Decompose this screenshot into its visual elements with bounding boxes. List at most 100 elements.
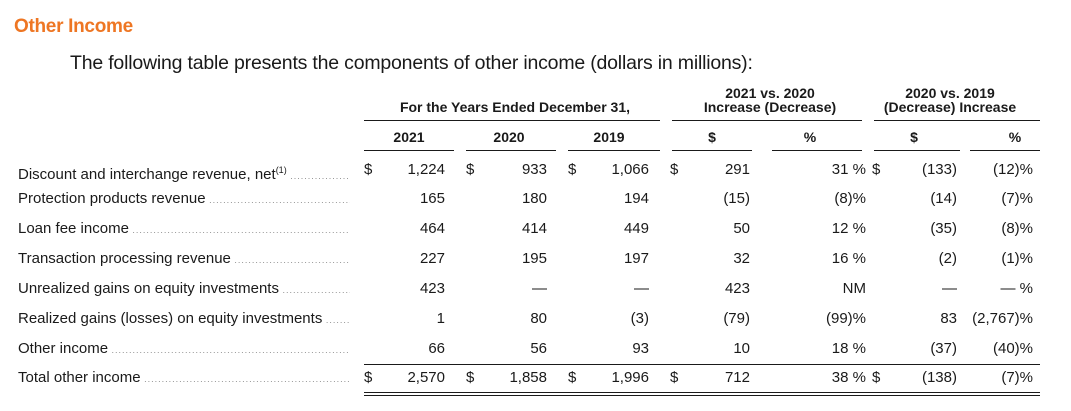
- row-label: Unrealized gains on equity investments: [18, 279, 350, 300]
- intro-text: The following table presents the compone…: [70, 52, 753, 74]
- currency-symbol: $: [364, 369, 373, 386]
- cell-2020: 933: [521, 161, 547, 178]
- cell-2019: 1,066: [611, 161, 649, 178]
- cell-change-dollar-1: 712: [724, 369, 750, 386]
- currency-symbol: $: [466, 161, 475, 178]
- cell-2021: 1,224: [407, 161, 445, 178]
- cell-change-pct-1: 16 %: [831, 250, 866, 267]
- table-row: Discount and interchange revenue, net(1)…: [0, 160, 1071, 190]
- cell-change-pct-1: 38 %: [831, 369, 866, 386]
- cell-2021: 464: [419, 220, 445, 237]
- row-label: Transaction processing revenue: [18, 249, 350, 270]
- cell-change-dollar-1: 10: [733, 340, 750, 357]
- subheader-rule-2019: [568, 150, 660, 151]
- cell-change-pct-1: 12 %: [831, 220, 866, 237]
- cell-2021: 165: [419, 190, 445, 207]
- cell-change-pct-1: 31 %: [831, 161, 866, 178]
- table-row: Transaction processing revenue 227 195 197 3…: [0, 249, 1071, 279]
- cell-change-dollar-2: (138): [921, 369, 957, 386]
- cell-change-pct-1: (8)%: [834, 190, 866, 207]
- cell-2020: 195: [521, 250, 547, 267]
- cell-2019: 194: [623, 190, 649, 207]
- cell-2019: 449: [623, 220, 649, 237]
- cell-change-pct-2: (7)%: [1001, 369, 1033, 386]
- cell-2021: 227: [419, 250, 445, 267]
- header-cmp1-line2: Increase (Decrease): [703, 99, 837, 115]
- header-pct-2: %: [1008, 129, 1022, 145]
- table-row: Realized gains (losses) on equity invest…: [0, 309, 1071, 339]
- cell-2019: 197: [623, 250, 649, 267]
- table-row: Other income 66 56 93 10 18 % (37) (40)%: [0, 339, 1071, 369]
- subheader-rule-p1: [772, 150, 862, 151]
- currency-symbol: $: [670, 369, 679, 386]
- cell-2020: 80: [530, 310, 547, 327]
- header-cmp2-line2: (Decrease) Increase: [883, 99, 1017, 115]
- footnote-marker: (1): [275, 165, 287, 175]
- cell-change-pct-2: (7)%: [1001, 190, 1033, 207]
- cell-change-dollar-1: (15): [723, 190, 750, 207]
- cell-change-dollar-2: —: [942, 280, 957, 297]
- cell-2020: 180: [521, 190, 547, 207]
- currency-symbol: $: [670, 161, 679, 178]
- row-label: Total other income: [18, 368, 350, 389]
- row-label: Other income: [18, 339, 350, 360]
- cell-change-pct-2: (1)%: [1001, 250, 1033, 267]
- cell-2020: 414: [521, 220, 547, 237]
- cell-change-dollar-1: 32: [733, 250, 750, 267]
- cell-change-pct-2: (40)%: [992, 340, 1033, 357]
- row-label: Realized gains (losses) on equity invest…: [18, 309, 350, 330]
- cell-change-pct-1: (99)%: [825, 310, 866, 327]
- cell-change-dollar-2: (2): [938, 250, 957, 267]
- table-row: Total other income 2,570 1,858 1,996 712 38 %…: [0, 368, 1071, 398]
- cell-change-dollar-2: (37): [930, 340, 957, 357]
- cell-2020: 1,858: [509, 369, 547, 386]
- row-label: Loan fee income: [18, 219, 350, 240]
- header-years-group: For the Years Ended December 31,: [399, 99, 631, 115]
- cell-change-pct-1: 18 %: [831, 340, 866, 357]
- table-row: Protection products revenue 165 180 194 (15)…: [0, 189, 1071, 219]
- cell-change-dollar-1: 423: [724, 280, 750, 297]
- subtotal-rule: [364, 364, 1040, 365]
- cell-2020: 56: [530, 340, 547, 357]
- table-row: Loan fee income 464 414 449 50 12 % (35) (8)%: [0, 219, 1071, 249]
- cell-change-pct-2: — %: [1000, 280, 1033, 297]
- cell-change-dollar-2: (14): [930, 190, 957, 207]
- cell-change-dollar-1: (79): [723, 310, 750, 327]
- cell-2021: 423: [419, 280, 445, 297]
- cell-2021: 1: [436, 310, 445, 327]
- currency-symbol: $: [872, 369, 881, 386]
- cell-change-pct-2: (8)%: [1001, 220, 1033, 237]
- header-pct-1: %: [803, 129, 817, 145]
- section-title: Other Income: [14, 16, 133, 37]
- header-dollar-1: $: [708, 129, 716, 145]
- currency-symbol: $: [364, 161, 373, 178]
- cell-change-dollar-1: 50: [733, 220, 750, 237]
- cell-2019: —: [634, 280, 649, 297]
- currency-symbol: $: [568, 161, 577, 178]
- subheader-rule-2020: [466, 150, 556, 151]
- cell-2020: —: [532, 280, 547, 297]
- cell-change-dollar-1: 291: [724, 161, 750, 178]
- cell-2019: (3): [630, 310, 649, 327]
- subheader-rule-d2: [874, 150, 960, 151]
- cell-2019: 93: [632, 340, 649, 357]
- header-2021: 2021: [393, 129, 425, 145]
- cell-change-dollar-2: 83: [940, 310, 957, 327]
- table-row: Unrealized gains on equity investments 42…: [0, 279, 1071, 309]
- subheader-rule-p2: [970, 150, 1040, 151]
- header-cmp2-line1: 2020 vs. 2019: [905, 85, 995, 101]
- row-label: Discount and interchange revenue, net(1): [18, 160, 350, 186]
- header-dollar-2: $: [910, 129, 918, 145]
- currency-symbol: $: [872, 161, 881, 178]
- cell-change-pct-2: (2,767)%: [972, 310, 1033, 327]
- header-rule-years: [364, 120, 660, 121]
- cell-change-dollar-2: (133): [921, 161, 957, 178]
- subheader-rule-2021: [364, 150, 454, 151]
- subheader-rule-d1: [672, 150, 752, 151]
- row-label: Protection products revenue: [18, 189, 350, 210]
- cell-change-dollar-2: (35): [930, 220, 957, 237]
- currency-symbol: $: [466, 369, 475, 386]
- cell-2021: 66: [428, 340, 445, 357]
- header-cmp1-line1: 2021 vs. 2020: [725, 85, 815, 101]
- header-rule-cmp1: [672, 120, 862, 121]
